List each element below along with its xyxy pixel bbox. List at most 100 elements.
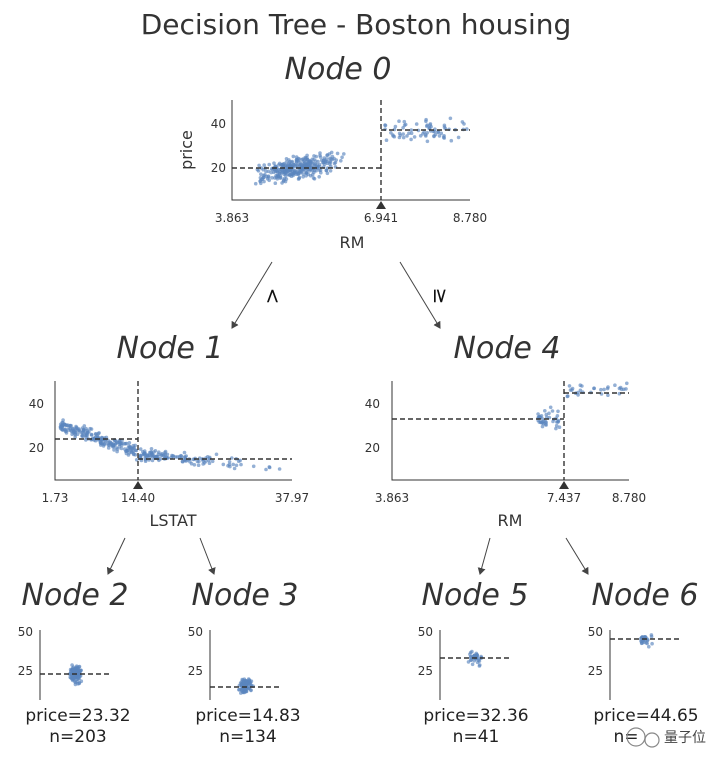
- node-4-point: [540, 420, 545, 424]
- node-0-point: [403, 122, 408, 127]
- node-1-point: [150, 458, 155, 463]
- node-1-point: [64, 423, 68, 428]
- node-1-point: [277, 467, 282, 471]
- node-1-point: [94, 432, 98, 436]
- node-1-point: [142, 451, 147, 456]
- node-1-xlabel: LSTAT: [149, 511, 196, 530]
- node-0-point: [325, 161, 330, 165]
- node-4-point: [544, 412, 549, 417]
- node-0-point: [335, 151, 340, 156]
- node-4-points: [536, 381, 629, 431]
- node-0-point: [319, 170, 323, 175]
- node-4-point: [599, 387, 603, 392]
- node-0-point: [389, 131, 393, 135]
- node-1-point: [214, 452, 219, 457]
- node-6-ytick-50: 50: [588, 625, 603, 639]
- node-1-xtick-max: 37.97: [275, 491, 309, 505]
- node-2-point: [71, 667, 76, 672]
- node-1-point: [84, 431, 88, 435]
- node-3-point: [239, 687, 244, 692]
- node-0-xlabel: RM: [340, 233, 365, 252]
- node-1-point: [192, 463, 197, 467]
- node-1-point: [131, 449, 136, 454]
- node-5-point: [470, 662, 475, 667]
- node-0-point: [289, 172, 294, 176]
- node-1-point: [73, 435, 77, 439]
- node-0-point: [317, 175, 322, 179]
- node-4-point: [544, 420, 548, 425]
- edge-label-geq: ≥: [429, 288, 453, 305]
- node-0-point: [409, 137, 413, 142]
- edge-node4-node6: [565, 537, 589, 575]
- node-0-point: [409, 128, 414, 132]
- node-1-point: [77, 427, 81, 431]
- node-4-xtick-min: 3.863: [375, 491, 409, 505]
- node-4-point: [606, 393, 610, 398]
- node-1-point: [196, 463, 201, 468]
- node-0-axes: [231, 100, 470, 201]
- node-5-price: price=32.36: [423, 706, 528, 726]
- node-2-title: Node 2: [22, 578, 129, 613]
- node-3-point: [242, 682, 246, 687]
- node-0-point: [266, 169, 271, 174]
- node-5-ytick-50: 50: [418, 625, 433, 639]
- node-1-point: [134, 458, 139, 462]
- node-1-point: [232, 466, 237, 471]
- node-0-point: [257, 163, 261, 168]
- node-0-point: [273, 181, 278, 185]
- node-4-point: [625, 381, 629, 386]
- node-0-point: [427, 126, 432, 130]
- node-0-point: [401, 135, 406, 140]
- node-0-point: [292, 163, 296, 167]
- node-4-point: [555, 414, 560, 418]
- node-1-ytick-40: 40: [29, 397, 44, 411]
- node-0-point: [281, 178, 286, 182]
- node-1-panel: 40 20 1.73 14.40 37.97 LSTAT: [29, 381, 309, 530]
- node-0-point: [340, 155, 344, 160]
- node-1-point: [82, 428, 86, 433]
- node-0-xtick-split: 6.941: [364, 211, 398, 225]
- node-1-point: [111, 444, 116, 448]
- node-0-point: [313, 159, 318, 163]
- node-0-point: [266, 174, 271, 178]
- node-0-panel: 40 20 3.863 6.941 8.780 RM price: [177, 100, 487, 252]
- node-0-point: [328, 164, 333, 168]
- node-4-xtick-split: 7.437: [547, 491, 581, 505]
- node-1-point: [184, 454, 188, 458]
- node-0-point: [397, 135, 402, 140]
- node-1-point: [234, 463, 239, 468]
- node-3-title: Node 3: [192, 578, 299, 613]
- node-0-point: [270, 176, 274, 180]
- edge-node1-node2: [106, 537, 126, 575]
- node-1-point: [112, 448, 116, 452]
- node-0-point: [421, 132, 425, 136]
- node-1-point: [179, 453, 183, 458]
- node-0-point: [317, 162, 322, 167]
- node-5-ytick-25: 25: [418, 664, 433, 678]
- node-0-point: [301, 168, 306, 172]
- node-0-point: [449, 138, 454, 143]
- node-4-point: [551, 419, 555, 424]
- node-1-point: [151, 453, 155, 458]
- node-1-point: [124, 451, 129, 456]
- node-0-point: [405, 134, 409, 138]
- node-3-count: n=134: [219, 727, 276, 747]
- node-1-point: [143, 459, 148, 464]
- node-3-point: [244, 687, 248, 691]
- node-3-points: [237, 677, 255, 695]
- node-0-point: [311, 176, 316, 180]
- node-1-point: [221, 462, 226, 467]
- node-0-point: [342, 152, 346, 156]
- node-2-point: [73, 680, 78, 685]
- node-4-point: [547, 411, 551, 416]
- node-4-point: [578, 388, 583, 393]
- node-4-xlabel: RM: [498, 511, 523, 530]
- node-1-points: [58, 418, 282, 472]
- node-0-point: [292, 169, 297, 173]
- node-4-point: [550, 409, 555, 413]
- node-0-point: [456, 135, 461, 140]
- node-1-point: [84, 438, 88, 442]
- node-1-point: [188, 459, 192, 464]
- node-0-point: [318, 151, 322, 155]
- node-0-point: [314, 168, 319, 173]
